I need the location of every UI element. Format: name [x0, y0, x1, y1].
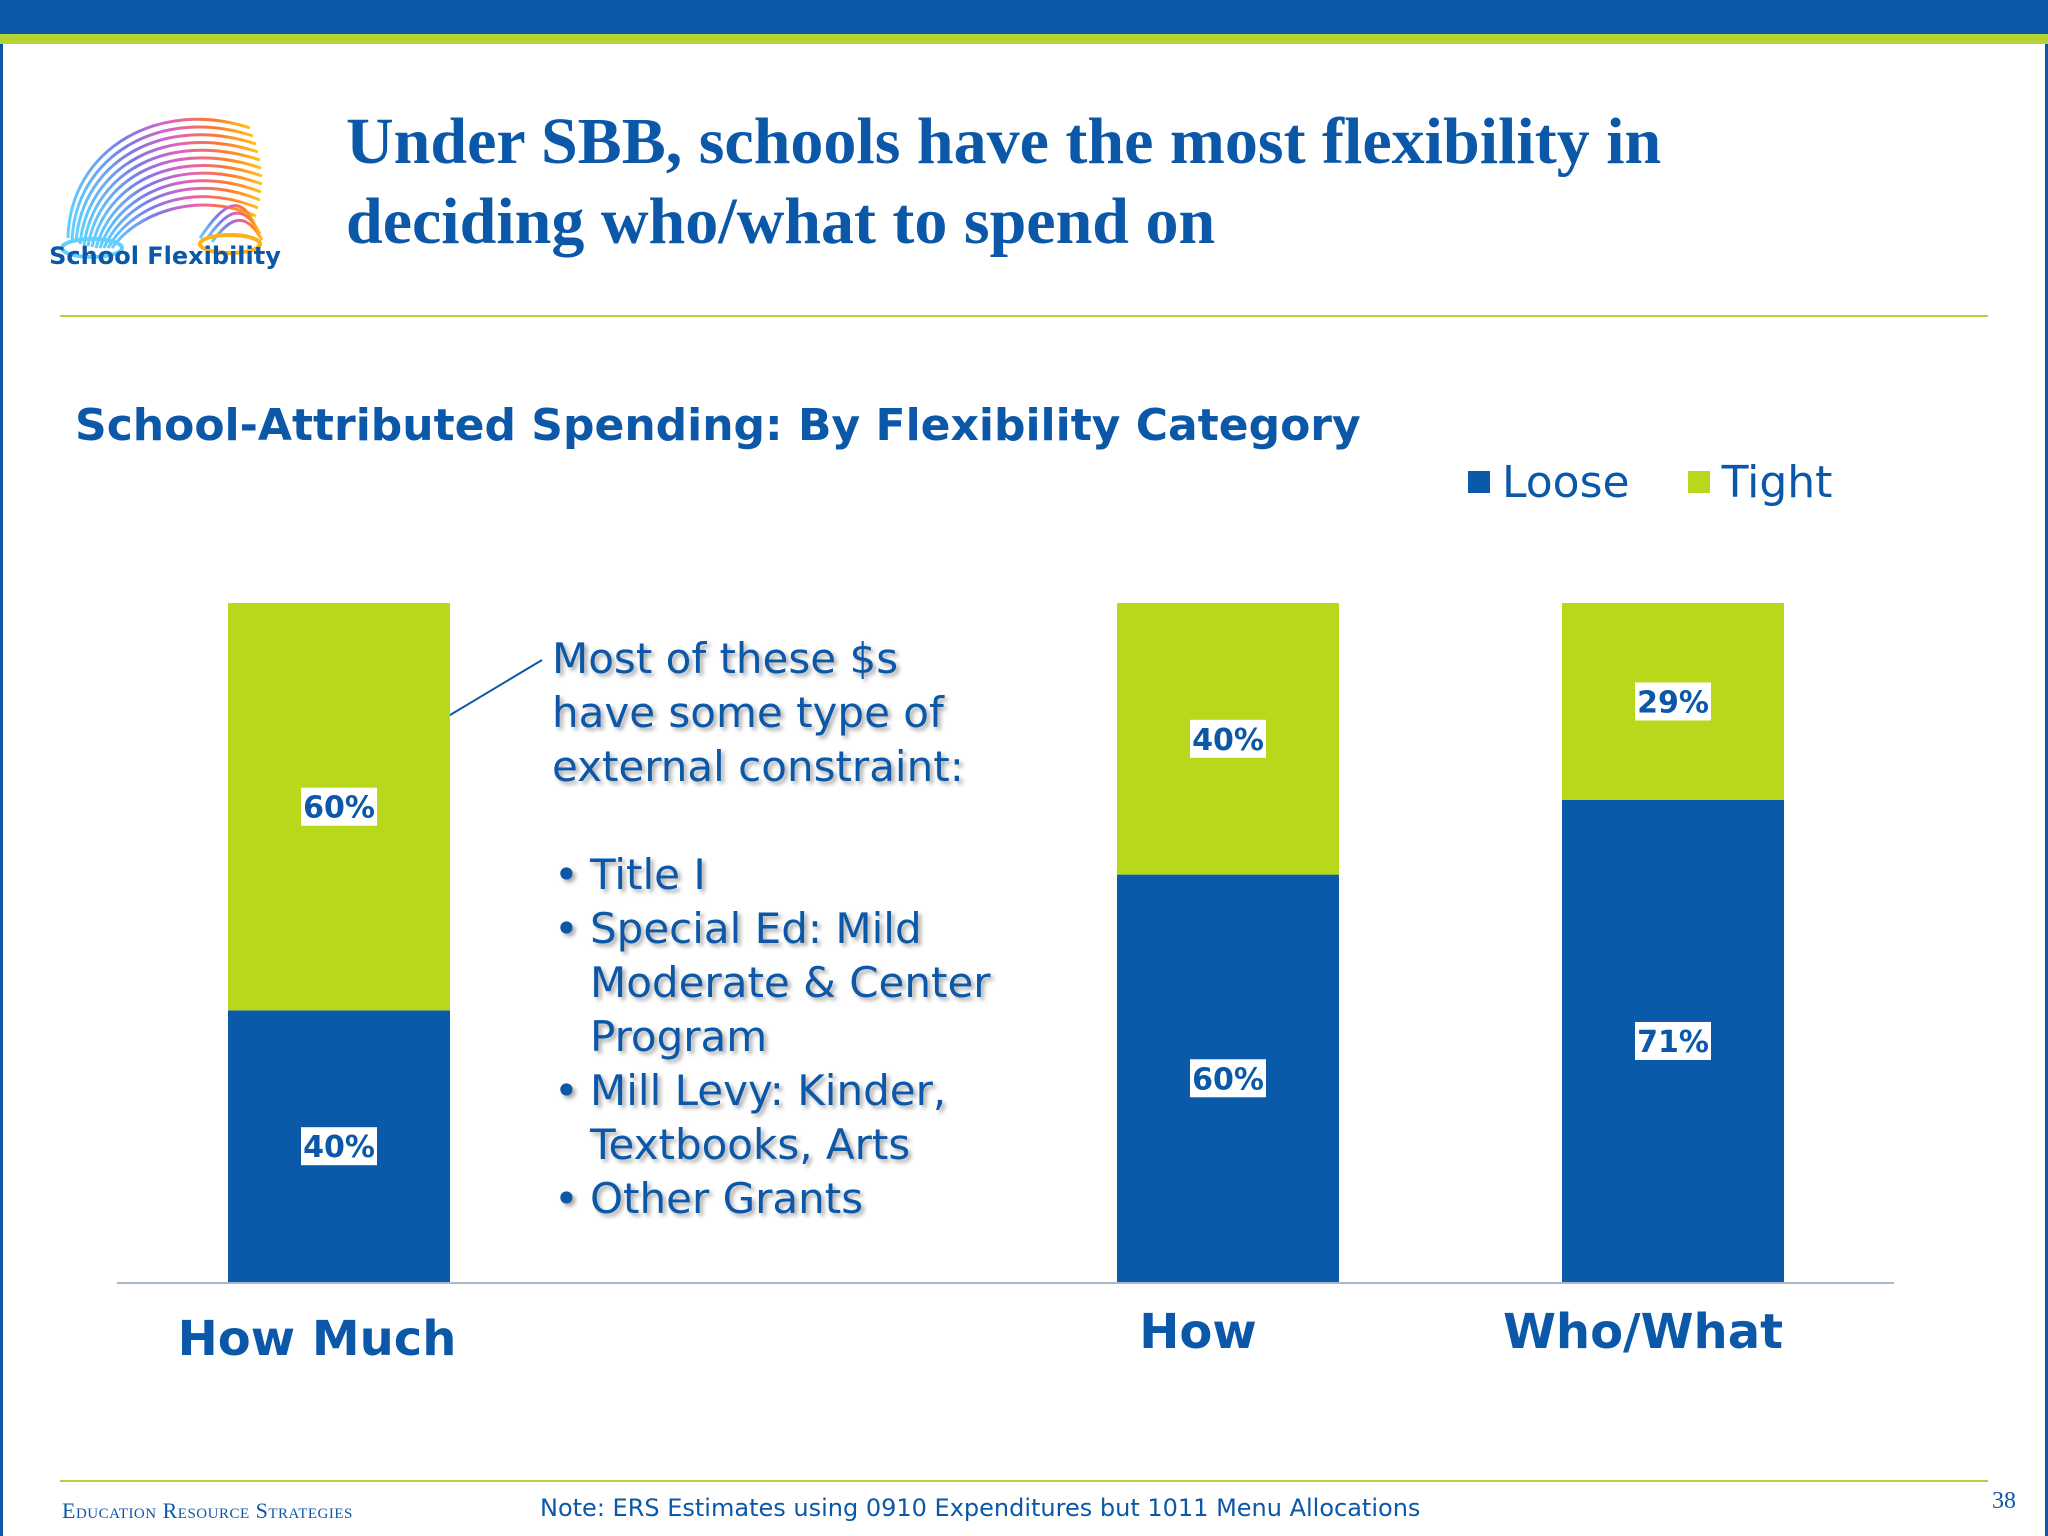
chart-legend: Loose Tight — [1468, 452, 1890, 512]
data-label-text-how-much-tight: 60% — [303, 791, 375, 826]
legend-swatch-loose — [1468, 471, 1490, 493]
data-label-box-how-loose — [1190, 1059, 1266, 1098]
slide-title-line-2: deciding who/what to spend on — [346, 185, 1216, 258]
legend-item-tight: Tight — [1687, 456, 1833, 508]
callout-item-other-grants: Other Grants — [552, 1172, 1012, 1226]
callout-list: Title I Special Ed: Mild Moderate & Cent… — [552, 848, 1012, 1226]
footer-divider — [60, 1480, 1988, 1482]
top-banner-bar — [0, 0, 2048, 34]
slide-title-line-1: Under SBB, schools have the most flexibi… — [346, 105, 1662, 178]
chart-title: School-Attributed Spending: By Flexibili… — [75, 400, 1361, 451]
data-label-how-much-loose: 40% — [301, 1127, 377, 1166]
data-label-box-who-what-tight — [1635, 682, 1711, 721]
callout-item-title-i: Title I — [552, 848, 1012, 902]
callout-item-mill-levy: Mill Levy: Kinder, Textbooks, Arts — [552, 1064, 1012, 1172]
data-label-text-who-what-loose: 71% — [1637, 1025, 1709, 1060]
category-label-who-what: Who/What — [1503, 1304, 1783, 1360]
slide-border-right — [2045, 44, 2048, 1536]
data-label-text-how-much-loose: 40% — [303, 1130, 375, 1165]
legend-item-loose: Loose — [1468, 457, 1630, 508]
category-label-how: How — [1139, 1304, 1257, 1360]
logo-label: School Flexibility — [49, 242, 281, 270]
footer-organization: Education Resource Strategies — [62, 1498, 353, 1523]
category-label-how-much: How Much — [178, 1311, 457, 1367]
data-label-box-how-much-loose — [301, 1127, 377, 1166]
slide-border-left — [0, 44, 3, 1536]
data-label-who-what-loose: 71% — [1635, 1021, 1711, 1060]
data-label-text-who-what-tight: 29% — [1637, 685, 1709, 720]
slinky-logo-icon — [60, 117, 264, 259]
data-label-text-how-loose: 60% — [1192, 1062, 1264, 1097]
slide-title: Under SBB, schools have the most flexibi… — [346, 102, 1946, 262]
data-label-how-loose: 60% — [1190, 1059, 1266, 1098]
data-label-box-who-what-loose — [1635, 1021, 1711, 1060]
legend-label-loose: Loose — [1502, 456, 1630, 508]
callout-item-special-ed: Special Ed: Mild Moderate & Center Progr… — [552, 902, 1012, 1064]
data-label-how-tight: 40% — [1190, 719, 1266, 758]
callout-heading: Most of these $s have some type of exter… — [552, 634, 964, 791]
data-label-box-how-much-tight — [301, 787, 377, 826]
data-label-who-what-tight: 29% — [1635, 682, 1711, 721]
data-label-text-how-tight: 40% — [1192, 723, 1264, 758]
legend-swatch-tight — [1687, 471, 1710, 493]
footer-note: Note: ERS Estimates using 0910 Expenditu… — [540, 1494, 1421, 1522]
title-divider — [60, 315, 1988, 317]
page-number: 38 — [1992, 1488, 2016, 1514]
data-label-how-much-tight: 60% — [301, 787, 377, 826]
data-label-box-how-tight — [1190, 719, 1266, 758]
top-accent-stripe — [0, 34, 2048, 44]
legend-label-tight: Tight — [1721, 456, 1833, 508]
constraint-callout: Most of these $s have some type of exter… — [552, 632, 1012, 1226]
